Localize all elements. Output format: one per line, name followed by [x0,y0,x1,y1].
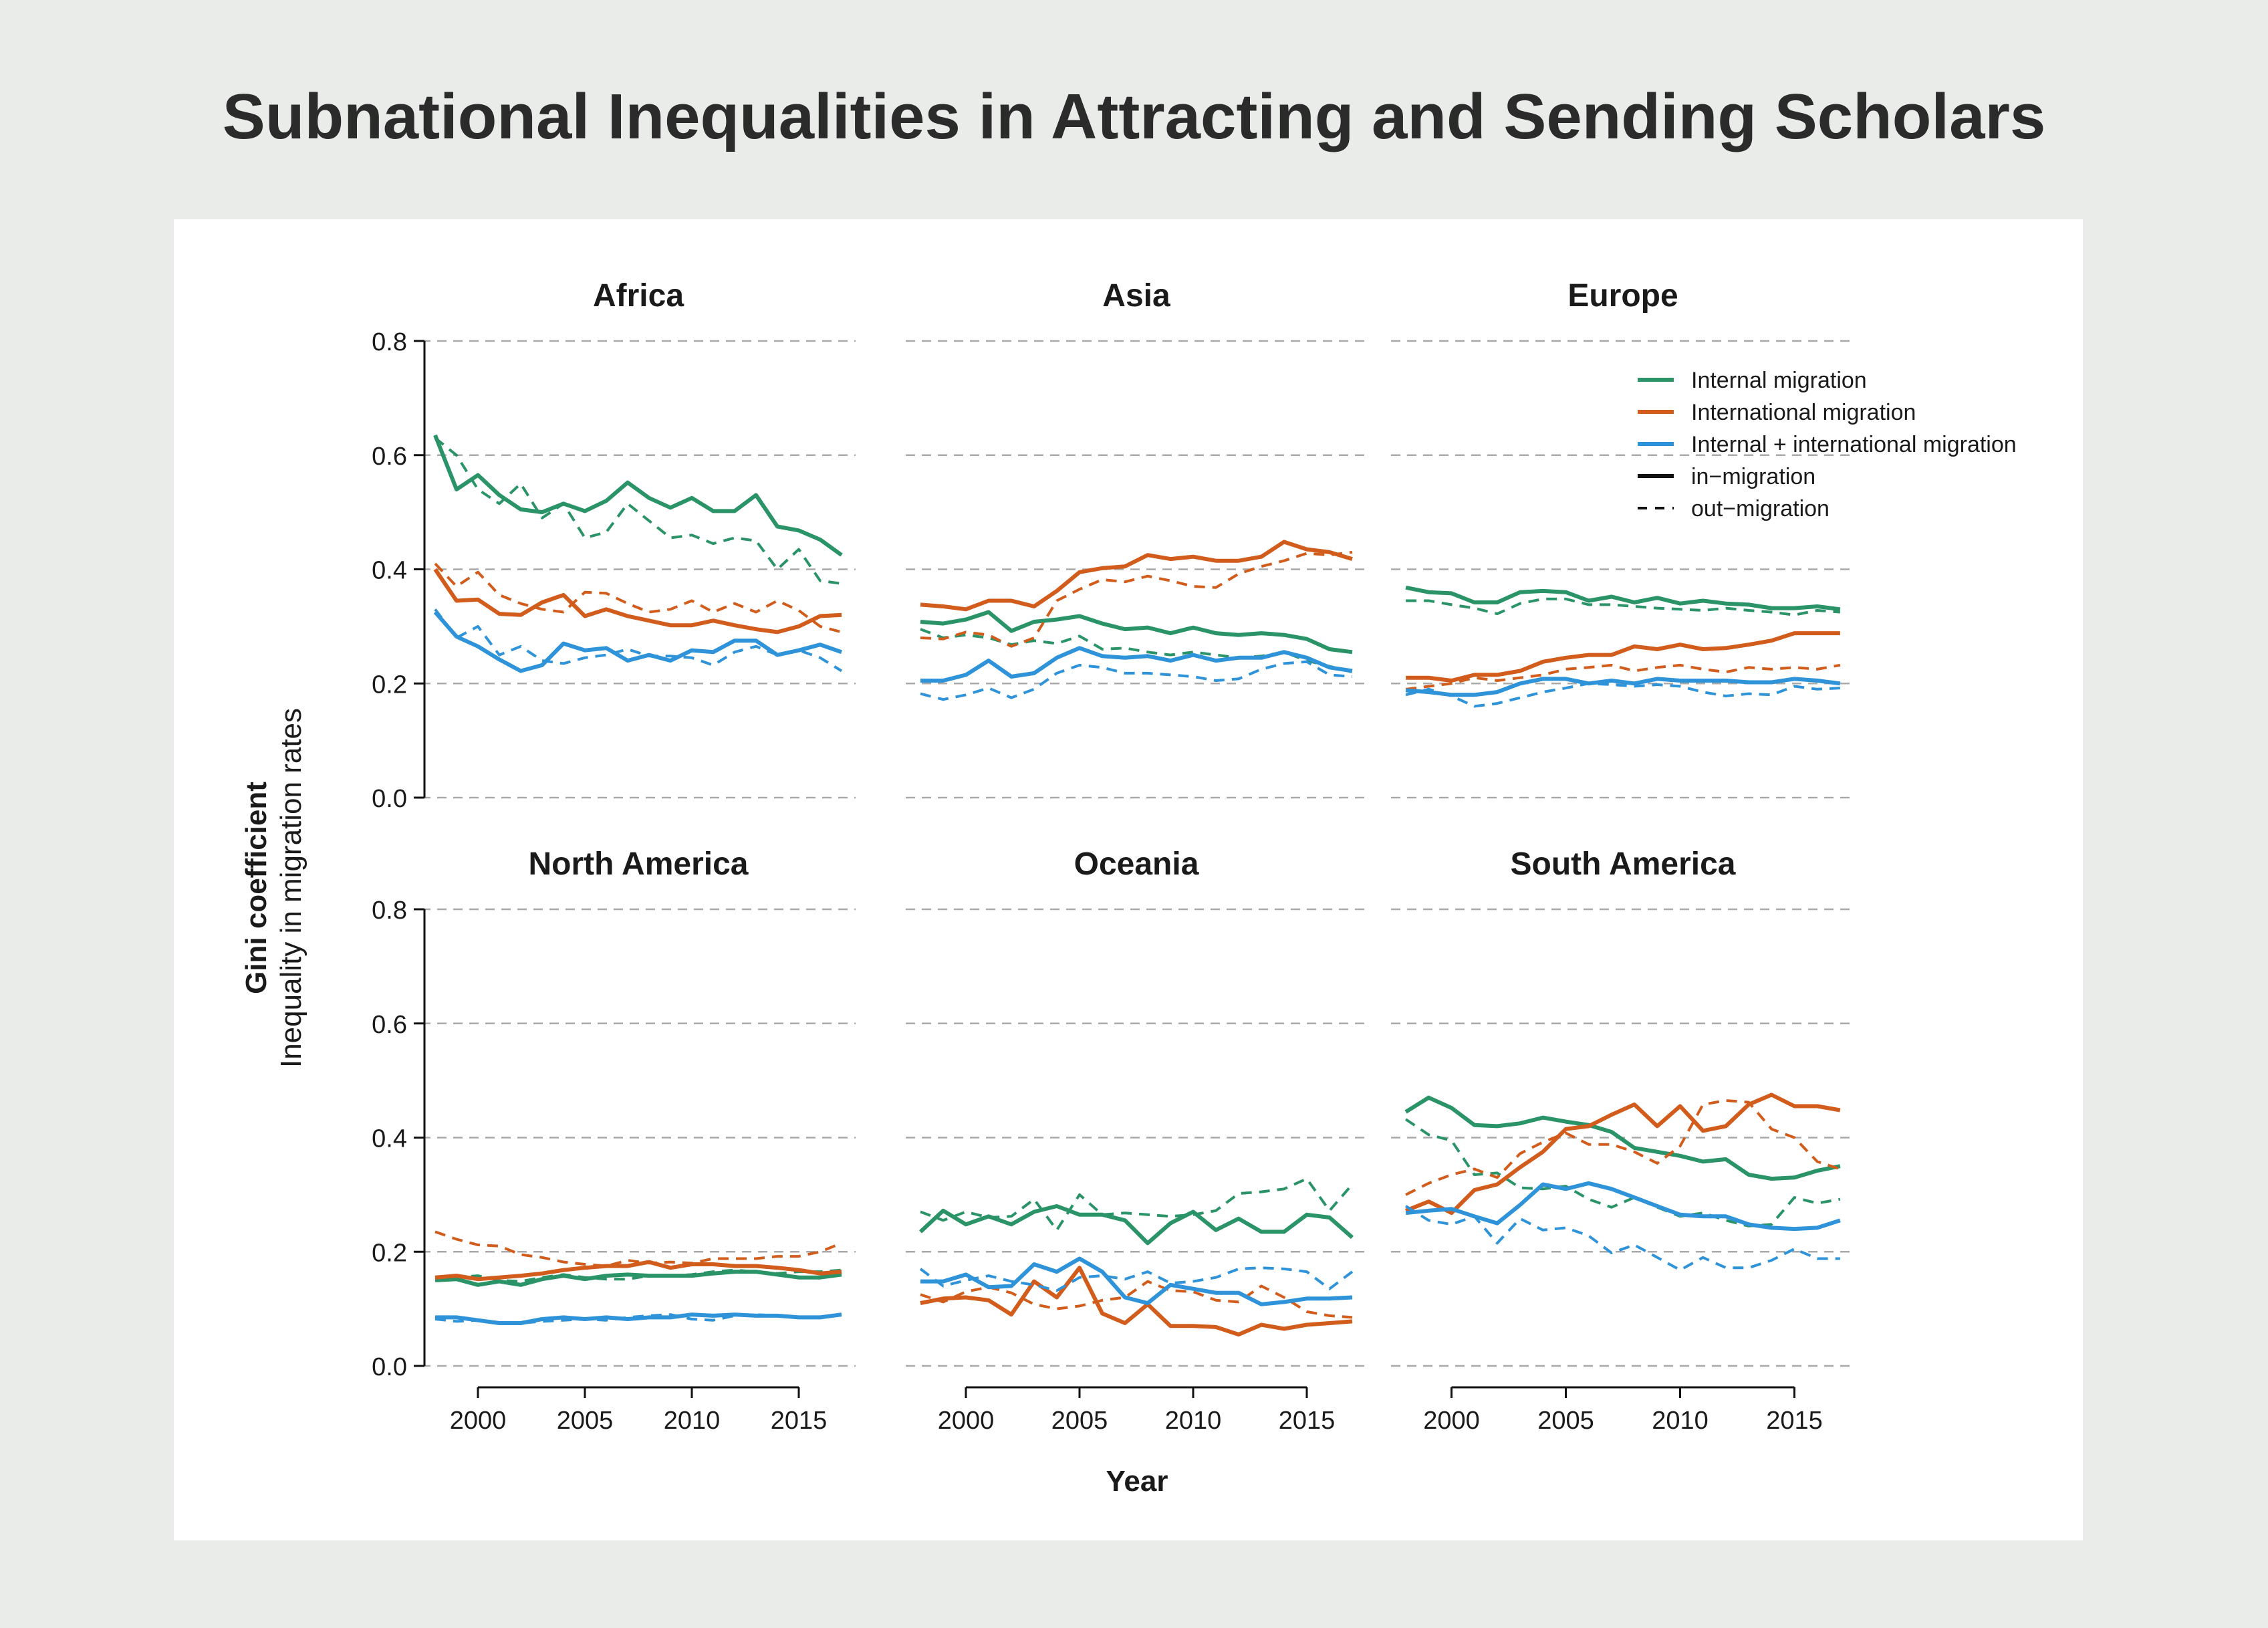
series-internal-in-line [1404,1095,1841,1181]
legend-label: out−migration [1691,496,1830,521]
x-tick-label: 2015 [1279,1407,1336,1435]
x-tick-label: 2015 [771,1407,828,1435]
series-combined-in-line [433,610,842,673]
series-internal-out-line [1406,597,1841,616]
x-tick-label: 2010 [1652,1407,1709,1435]
facet-title: Oceania [1074,846,1199,882]
y-tick-label: 0.6 [372,443,407,471]
x-tick-label: 2005 [557,1407,614,1435]
y-axis-sublabel: Inequality in migration rates [275,708,307,1068]
series-international-in-line [920,1266,1353,1336]
chart-panel: Gini coefficient Inequality in migration… [174,219,2083,1540]
series-combined-in-line [920,1256,1353,1306]
facet-asia: Asia [906,278,1367,799]
facet-south-america: South America 2000 2005 2010 2015 [1391,846,1855,1435]
y-tick-label: 0.8 [372,328,407,356]
x-tick-label: 2015 [1766,1407,1823,1435]
facet-panels: Africa 0.0 0.2 0.4 0.6 0.8 Asia Europe North Ame… [372,278,1855,1435]
y-tick-label: 0.4 [372,1125,407,1153]
y-tick-label: 0.0 [372,785,407,813]
series-internal-out-line [1404,1118,1841,1228]
facet-africa: Africa 0.0 0.2 0.4 0.6 0.8 [372,278,856,813]
y-tick-label: 0.0 [372,1353,407,1381]
series-internal-out-line [920,1177,1354,1232]
series-international-out-line [434,1230,842,1268]
series-internal-in-line [1405,585,1841,612]
facet-europe: Europe [1391,278,1855,799]
chart-figure: Gini coefficient Inequality in migration… [240,278,2017,1498]
facet-title: Europe [1567,278,1678,314]
facet-title: North America [529,846,749,882]
series-combined-out-line [919,1266,1354,1292]
x-tick-label: 2000 [450,1407,507,1435]
legend-label: International migration [1691,400,1916,425]
facet-north-america: North America 0.0 0.2 0.4 0.6 0.8 2000 2005 2010… [372,846,856,1435]
x-axis-label: Year [1106,1465,1168,1498]
series-internal-out-line [434,437,842,585]
series-international-out-line [1405,663,1841,691]
series-combined-out-line [434,1313,842,1324]
series-combined-out-line [1405,682,1840,708]
y-axis-title-group: Gini coefficient Inequality in migration… [240,708,307,1068]
series-combined-out-line [434,608,843,673]
x-tick-label: 2000 [1423,1407,1480,1435]
series-combined-in-line [920,646,1353,683]
legend-label: Internal migration [1691,368,1867,393]
series-international-out-line [434,562,842,634]
y-tick-label: 0.2 [372,671,407,699]
series-combined-in-line [435,1312,842,1325]
series-international-in-line [1404,1092,1841,1215]
y-tick-label: 0.8 [372,897,407,925]
x-tick-label: 2010 [1165,1407,1222,1435]
series-combined-in-line [1405,1181,1841,1232]
x-tick-label: 2010 [664,1407,721,1435]
series-international-in-line [434,1260,842,1282]
legend-label: in−migration [1691,464,1815,489]
x-tick-label: 2005 [1051,1407,1108,1435]
series-internal-in-line [433,434,843,557]
facet-title: Africa [593,278,684,314]
series-international-in-line [433,568,842,634]
y-tick-label: 0.6 [372,1011,407,1039]
y-tick-label: 0.2 [372,1239,407,1267]
facet-oceania: Oceania 2000 2005 2010 2015 [906,846,1367,1435]
facet-title: South America [1511,846,1736,882]
x-tick-label: 2000 [938,1407,995,1435]
x-tick-label: 2005 [1537,1407,1594,1435]
legend-label: Internal + international migration [1691,432,2017,457]
series-combined-out-line [920,660,1353,701]
series-international-out-line [1405,1099,1841,1196]
series-internal-in-line [920,610,1353,655]
series-international-out-line [920,550,1353,648]
series-international-in-line [920,540,1353,612]
series-internal-in-line [434,1270,842,1287]
series-internal-out-line [434,1268,842,1283]
facet-title: Asia [1102,278,1170,314]
y-axis-label: Gini coefficient [240,782,273,994]
series-internal-in-line [918,1204,1354,1246]
legend: Internal migration International migratio… [1638,368,2017,521]
series-combined-in-line [1405,677,1841,697]
series-international-in-line [1406,631,1840,683]
chart-title: Subnational Inequalities in Attracting a… [222,81,2046,152]
y-tick-label: 0.4 [372,557,407,585]
series-combined-out-line [1405,1205,1840,1272]
